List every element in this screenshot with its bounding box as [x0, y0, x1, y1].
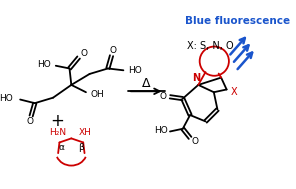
Text: O: O — [191, 137, 198, 146]
Text: HO: HO — [154, 126, 168, 135]
Text: HO: HO — [37, 60, 51, 69]
Text: α: α — [58, 143, 64, 152]
Text: O: O — [81, 49, 88, 58]
Text: XH: XH — [79, 128, 91, 137]
Text: O: O — [110, 46, 117, 55]
Text: N: N — [192, 73, 200, 83]
Text: HO: HO — [0, 94, 12, 103]
Text: O: O — [27, 117, 34, 126]
Text: Blue fluorescence: Blue fluorescence — [185, 16, 290, 26]
Text: OH: OH — [90, 91, 104, 99]
Text: X: S, N, O: X: S, N, O — [187, 41, 234, 51]
Text: +: + — [50, 112, 64, 130]
Text: Δ: Δ — [142, 77, 150, 91]
Text: X: X — [231, 87, 237, 97]
Text: HO: HO — [128, 66, 142, 75]
Text: β: β — [78, 143, 84, 152]
Text: H₂N: H₂N — [49, 128, 66, 137]
Text: O: O — [159, 92, 166, 101]
